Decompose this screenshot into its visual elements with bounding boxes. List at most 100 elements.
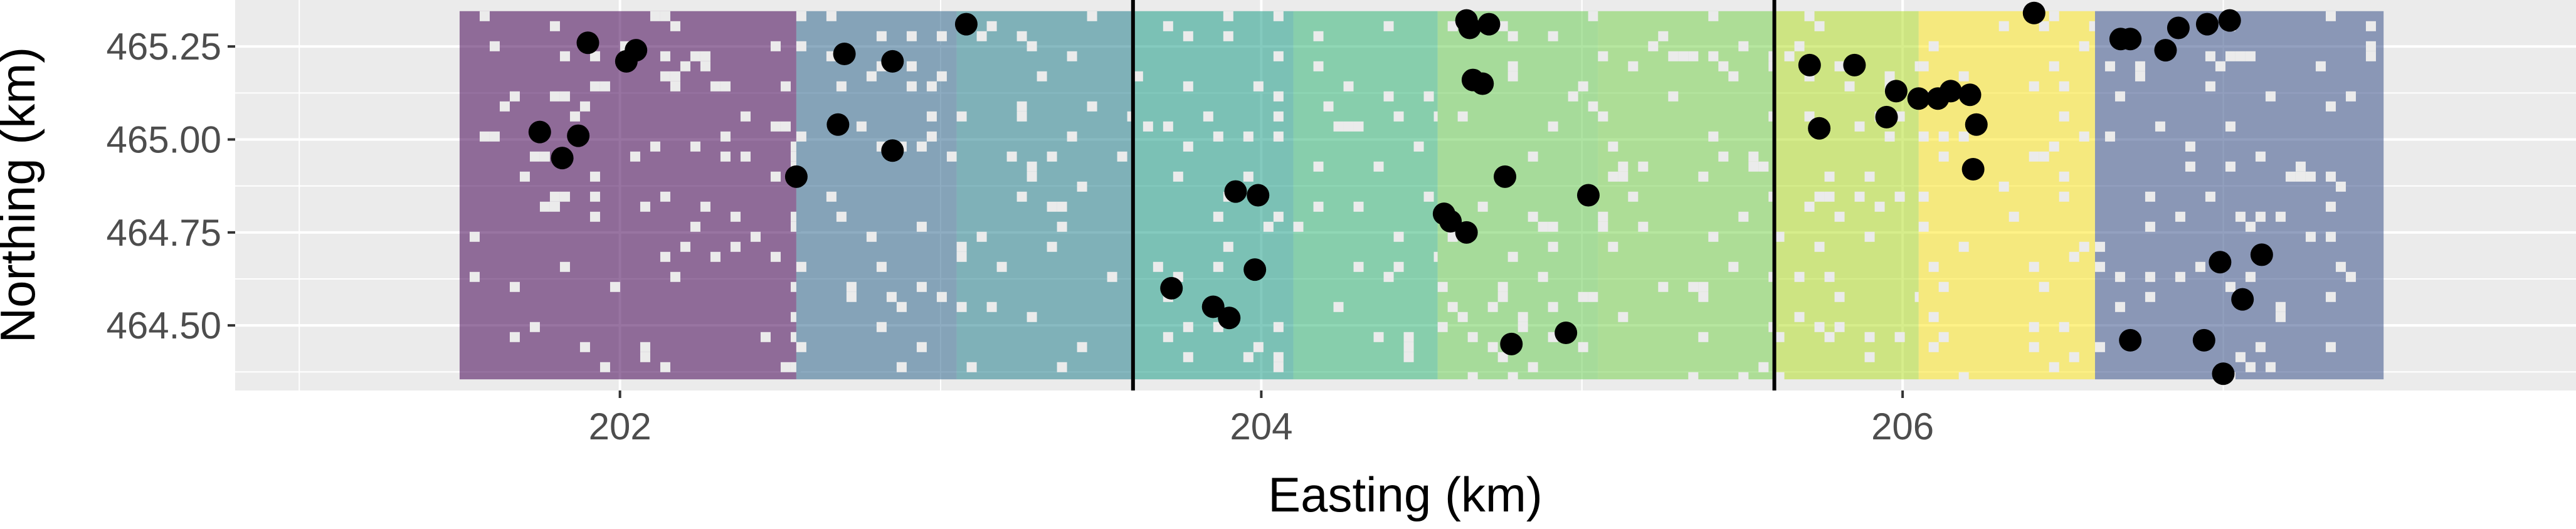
raster-gap xyxy=(1507,71,1518,81)
raster-gap xyxy=(2325,231,2336,242)
raster-gap xyxy=(2245,221,2256,232)
raster-gap xyxy=(1497,352,1508,362)
raster-gap xyxy=(1253,342,1264,352)
raster-gap xyxy=(549,21,560,31)
raster-gap xyxy=(2145,191,2155,202)
raster-gap xyxy=(1708,11,1719,21)
raster-gap xyxy=(2069,352,2079,362)
raster-gap xyxy=(2145,221,2155,232)
raster-gap xyxy=(2059,81,2069,92)
raster-gap xyxy=(1507,31,1518,41)
raster-gap xyxy=(740,111,751,122)
data-point xyxy=(2250,243,2273,266)
raster-gap xyxy=(916,281,927,292)
data-point xyxy=(1808,117,1831,140)
raster-gap xyxy=(2295,171,2306,182)
raster-gap xyxy=(2049,11,2059,21)
raster-gap xyxy=(1748,161,1759,172)
data-point xyxy=(1576,184,1600,207)
raster-gap xyxy=(509,332,520,342)
raster-gap xyxy=(690,51,700,61)
raster-gap xyxy=(2059,322,2069,332)
data-point xyxy=(1458,16,1481,39)
raster-gap xyxy=(956,241,967,252)
raster-gap xyxy=(1814,241,1825,252)
raster-gap xyxy=(1958,241,1969,252)
raster-gap xyxy=(1588,11,1598,21)
raster-gap xyxy=(1618,161,1628,172)
data-point xyxy=(1965,113,1988,136)
raster-gap xyxy=(1718,61,1729,71)
raster-gap xyxy=(660,362,670,372)
raster-gap xyxy=(680,61,690,71)
raster-gap xyxy=(1708,51,1719,61)
raster-gap xyxy=(559,191,570,202)
raster-gap xyxy=(2325,11,2336,21)
raster-gap xyxy=(1548,241,1558,252)
raster-gap xyxy=(876,261,887,272)
raster-gap xyxy=(1423,91,1434,102)
raster-gap xyxy=(1313,61,1324,71)
raster-gap xyxy=(1638,221,1649,232)
raster-gap xyxy=(2009,211,2019,222)
raster-gap xyxy=(1273,51,1284,61)
raster-gap xyxy=(2335,181,2346,192)
raster-gap xyxy=(2029,151,2039,162)
raster-gap xyxy=(780,81,791,92)
raster-gap xyxy=(1758,362,1769,372)
data-point xyxy=(2167,16,2190,39)
raster-gap xyxy=(1132,71,1143,81)
raster-gap xyxy=(2235,51,2246,61)
raster-gap xyxy=(2114,91,2125,102)
raster-gap xyxy=(1467,332,1478,342)
raster-gap xyxy=(499,101,510,112)
data-point xyxy=(1471,72,1494,95)
raster-gap xyxy=(1353,201,1364,212)
raster-gap xyxy=(896,301,907,312)
raster-gap xyxy=(2079,131,2089,142)
raster-gap xyxy=(549,201,560,212)
raster-gap xyxy=(680,241,690,252)
raster-gap xyxy=(2325,201,2336,212)
data-point xyxy=(2231,288,2254,311)
raster-gap xyxy=(1313,201,1324,212)
raster-gap xyxy=(1814,191,1825,202)
data-point xyxy=(1247,184,1270,207)
raster-gap xyxy=(966,362,977,372)
raster-gap xyxy=(1894,191,1905,202)
raster-gap xyxy=(589,51,600,61)
raster-gap xyxy=(1027,41,1037,51)
raster-gap xyxy=(770,171,781,182)
raster-gap xyxy=(1183,141,1193,152)
raster-gap xyxy=(796,261,806,272)
raster-gap xyxy=(1854,121,1865,132)
raster-gap xyxy=(2255,342,2266,352)
data-point xyxy=(2209,251,2232,274)
raster-gap xyxy=(2295,161,2306,172)
raster-gap xyxy=(1864,332,1875,342)
raster-gap xyxy=(1928,41,1939,51)
raster-gap xyxy=(1016,191,1027,202)
raster-gap xyxy=(2275,312,2286,322)
raster-gap xyxy=(2195,261,2205,272)
raster-gap xyxy=(1698,281,1709,292)
raster-gap xyxy=(1528,362,1538,372)
raster-gap xyxy=(1213,131,1223,142)
data-point xyxy=(1477,13,1501,36)
raster-gap xyxy=(1027,312,1037,322)
raster-gap xyxy=(1538,221,1548,232)
data-point xyxy=(1160,276,1183,300)
raster-gap xyxy=(1273,211,1284,222)
raster-band xyxy=(2094,11,2384,382)
raster-gap xyxy=(650,11,660,21)
raster-gap xyxy=(1578,81,1588,92)
raster-gap xyxy=(2049,362,2059,372)
raster-gap xyxy=(730,241,741,252)
raster-gap xyxy=(1834,322,1845,332)
raster-gap xyxy=(690,141,700,152)
raster-gap xyxy=(1383,271,1394,282)
raster-gap xyxy=(1884,71,1895,81)
raster-gap xyxy=(549,191,560,202)
x-tick-label: 206 xyxy=(1871,406,1934,448)
raster-gap xyxy=(1027,161,1037,172)
